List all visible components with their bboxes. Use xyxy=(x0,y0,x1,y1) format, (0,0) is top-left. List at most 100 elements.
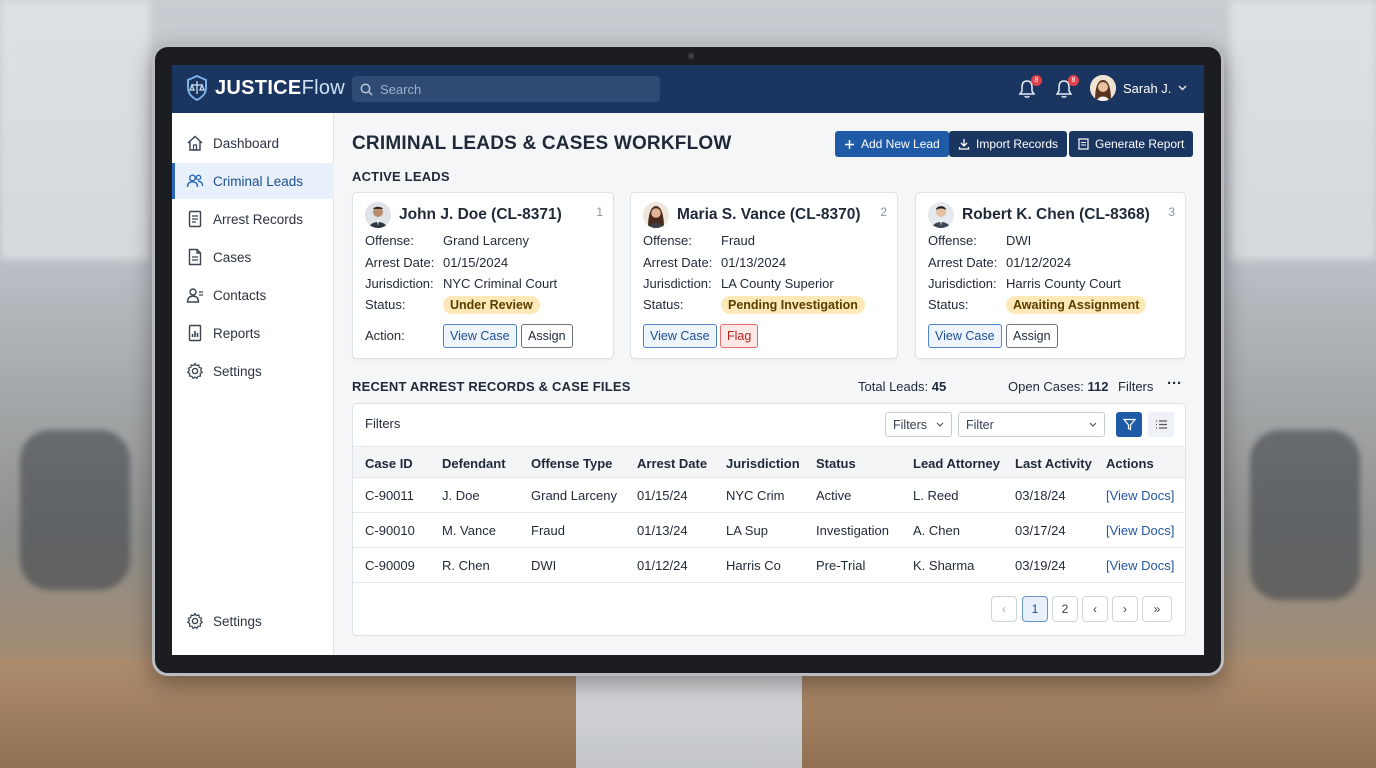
field-label: Jurisdiction: xyxy=(365,276,434,291)
stat-label: Open Cases: xyxy=(1008,379,1084,394)
view-docs-link[interactable]: [View Docs] xyxy=(1106,488,1175,503)
lead-card-header: Maria S. Vance (CL-8370) xyxy=(643,202,861,228)
lead-name[interactable]: Maria S. Vance (CL-8370) xyxy=(677,206,861,223)
sidebar-item-dashboard[interactable]: Dashboard xyxy=(172,125,334,161)
view-docs-link[interactable]: [View Docs] xyxy=(1106,558,1175,573)
pagination-page-1[interactable]: 1 xyxy=(1022,596,1048,622)
sidebar-item-contacts[interactable]: Contacts xyxy=(172,277,334,313)
cell-jurisdiction: LA Sup xyxy=(726,523,768,538)
more-options-icon[interactable]: ··· xyxy=(1167,375,1182,392)
lead-rank: 3 xyxy=(1168,205,1175,219)
sidebar-item-settings[interactable]: Settings xyxy=(172,353,334,389)
cell-jurisdiction: NYC Crim xyxy=(726,488,785,503)
person-portrait-icon xyxy=(643,202,669,228)
background-window xyxy=(1230,0,1376,260)
view-case-button[interactable]: View Case xyxy=(928,324,1002,348)
report-icon xyxy=(188,324,202,342)
column-header[interactable]: Lead Attorney xyxy=(913,456,1000,471)
field-label: Jurisdiction: xyxy=(928,276,997,291)
pagination-first[interactable]: ‹ xyxy=(991,596,1017,622)
notifications-bell[interactable]: 8 xyxy=(1018,75,1042,99)
person-portrait-icon xyxy=(928,202,954,228)
add-new-lead-button[interactable]: Add New Lead xyxy=(835,131,949,157)
chevron-down-icon xyxy=(1089,422,1097,427)
assign-button[interactable]: Assign xyxy=(1006,324,1058,348)
records-heading: RECENT ARREST RECORDS & CASE FILES xyxy=(352,379,631,394)
pagination-prev[interactable]: ‹ xyxy=(1082,596,1108,622)
offense-field: Offense: DWI xyxy=(928,233,1031,248)
cell-defendant: M. Vance xyxy=(442,523,496,538)
monitor-stand xyxy=(576,672,802,768)
jurisdiction-field: Jurisdiction: NYC Criminal Court xyxy=(365,276,557,291)
lead-card[interactable]: Maria S. Vance (CL-8370) 2 Offense: Fraud… xyxy=(630,192,898,359)
table-header: Case ID Defendant Offense Type Arrest Da… xyxy=(353,446,1185,478)
cell-case-id: C-90009 xyxy=(365,558,415,573)
assign-button[interactable]: Assign xyxy=(521,324,573,348)
pagination-next[interactable]: › xyxy=(1112,596,1138,622)
filters-link[interactable]: Filters xyxy=(1118,379,1154,394)
status-badge: Pending Investigation xyxy=(721,296,865,314)
app-logo[interactable]: JUSTICEFlow xyxy=(186,75,345,101)
pagination-last[interactable]: » xyxy=(1142,596,1172,622)
column-header[interactable]: Actions xyxy=(1106,456,1154,471)
bell-icon xyxy=(1018,80,1036,98)
cell-defendant: J. Doe xyxy=(442,488,480,503)
view-case-button[interactable]: View Case xyxy=(643,324,717,348)
lead-name[interactable]: Robert K. Chen (CL-8368) xyxy=(962,206,1150,223)
gear-icon xyxy=(186,612,204,630)
apply-filter-button[interactable] xyxy=(1116,412,1142,437)
cell-status: Pre-Trial xyxy=(816,558,866,573)
sidebar-item-cases[interactable]: Cases xyxy=(172,239,334,275)
field-label: Arrest Date: xyxy=(643,255,713,270)
table-row[interactable]: C-90010 M. Vance Fraud 01/13/24 LA Sup I… xyxy=(353,513,1185,548)
column-header[interactable]: Status xyxy=(816,456,856,471)
lead-card[interactable]: Robert K. Chen (CL-8368) 3 Offense: DWI A… xyxy=(915,192,1186,359)
alerts-bell[interactable]: 8 xyxy=(1055,75,1079,99)
monitor: JUSTICEFlow 8 xyxy=(152,44,1224,676)
users-icon xyxy=(186,174,204,188)
import-records-button[interactable]: Import Records xyxy=(949,131,1068,157)
sidebar-footer-settings[interactable]: Settings xyxy=(172,603,334,639)
jurisdiction-field: Jurisdiction: LA County Superior xyxy=(643,276,834,291)
report-icon xyxy=(1078,138,1089,150)
filters-dropdown[interactable]: Filters xyxy=(885,412,952,437)
search-input[interactable] xyxy=(380,81,650,97)
column-header[interactable]: Defendant xyxy=(442,456,506,471)
column-header[interactable]: Case ID xyxy=(365,456,413,471)
cell-status: Active xyxy=(816,488,852,503)
field-label: Arrest Date: xyxy=(365,255,435,270)
column-header[interactable]: Offense Type xyxy=(531,456,613,471)
cell-last-activity: 03/18/24 xyxy=(1015,488,1066,503)
sidebar-item-criminal-leads[interactable]: Criminal Leads xyxy=(172,163,334,199)
search-icon xyxy=(360,83,373,96)
cell-arrest-date: 01/15/24 xyxy=(637,488,688,503)
cell-last-activity: 03/17/24 xyxy=(1015,523,1066,538)
column-header[interactable]: Last Activity xyxy=(1015,456,1092,471)
view-docs-link[interactable]: [View Docs] xyxy=(1106,523,1175,538)
filter-select[interactable]: Filter xyxy=(958,412,1105,437)
table-row[interactable]: C-90011 J. Doe Grand Larceny 01/15/24 NY… xyxy=(353,478,1185,513)
user-name: Sarah J. xyxy=(1123,80,1172,96)
column-header[interactable]: Jurisdiction xyxy=(726,456,800,471)
sidebar-item-arrest-records[interactable]: Arrest Records xyxy=(172,201,334,237)
search-bar[interactable] xyxy=(352,76,660,102)
cell-case-id: C-90010 xyxy=(365,523,415,538)
column-header[interactable]: Arrest Date xyxy=(637,456,708,471)
pagination-page-2[interactable]: 2 xyxy=(1052,596,1078,622)
open-cases-stat: Open Cases: 112 xyxy=(1008,379,1108,394)
flag-button[interactable]: Flag xyxy=(720,324,759,348)
lead-name[interactable]: John J. Doe (CL-8371) xyxy=(399,206,562,223)
view-case-button[interactable]: View Case xyxy=(443,324,517,348)
records-table-panel: Filters Filters Filter Case ID Def xyxy=(352,403,1186,636)
table-row[interactable]: C-90009 R. Chen DWI 01/12/24 Harris Co P… xyxy=(353,548,1185,583)
field-label: Jurisdiction: xyxy=(643,276,712,291)
list-view-button[interactable] xyxy=(1148,412,1174,437)
field-value: 01/12/2024 xyxy=(1006,255,1072,270)
app-screen: JUSTICEFlow 8 xyxy=(172,65,1204,655)
sidebar-item-reports[interactable]: Reports xyxy=(172,315,334,351)
generate-report-button[interactable]: Generate Report xyxy=(1069,131,1194,157)
plus-icon xyxy=(845,139,854,149)
lead-card[interactable]: John J. Doe (CL-8371) 1 Offense: Grand La… xyxy=(352,192,614,359)
user-menu[interactable]: Sarah J. xyxy=(1090,75,1187,101)
cell-arrest-date: 01/13/24 xyxy=(637,523,688,538)
